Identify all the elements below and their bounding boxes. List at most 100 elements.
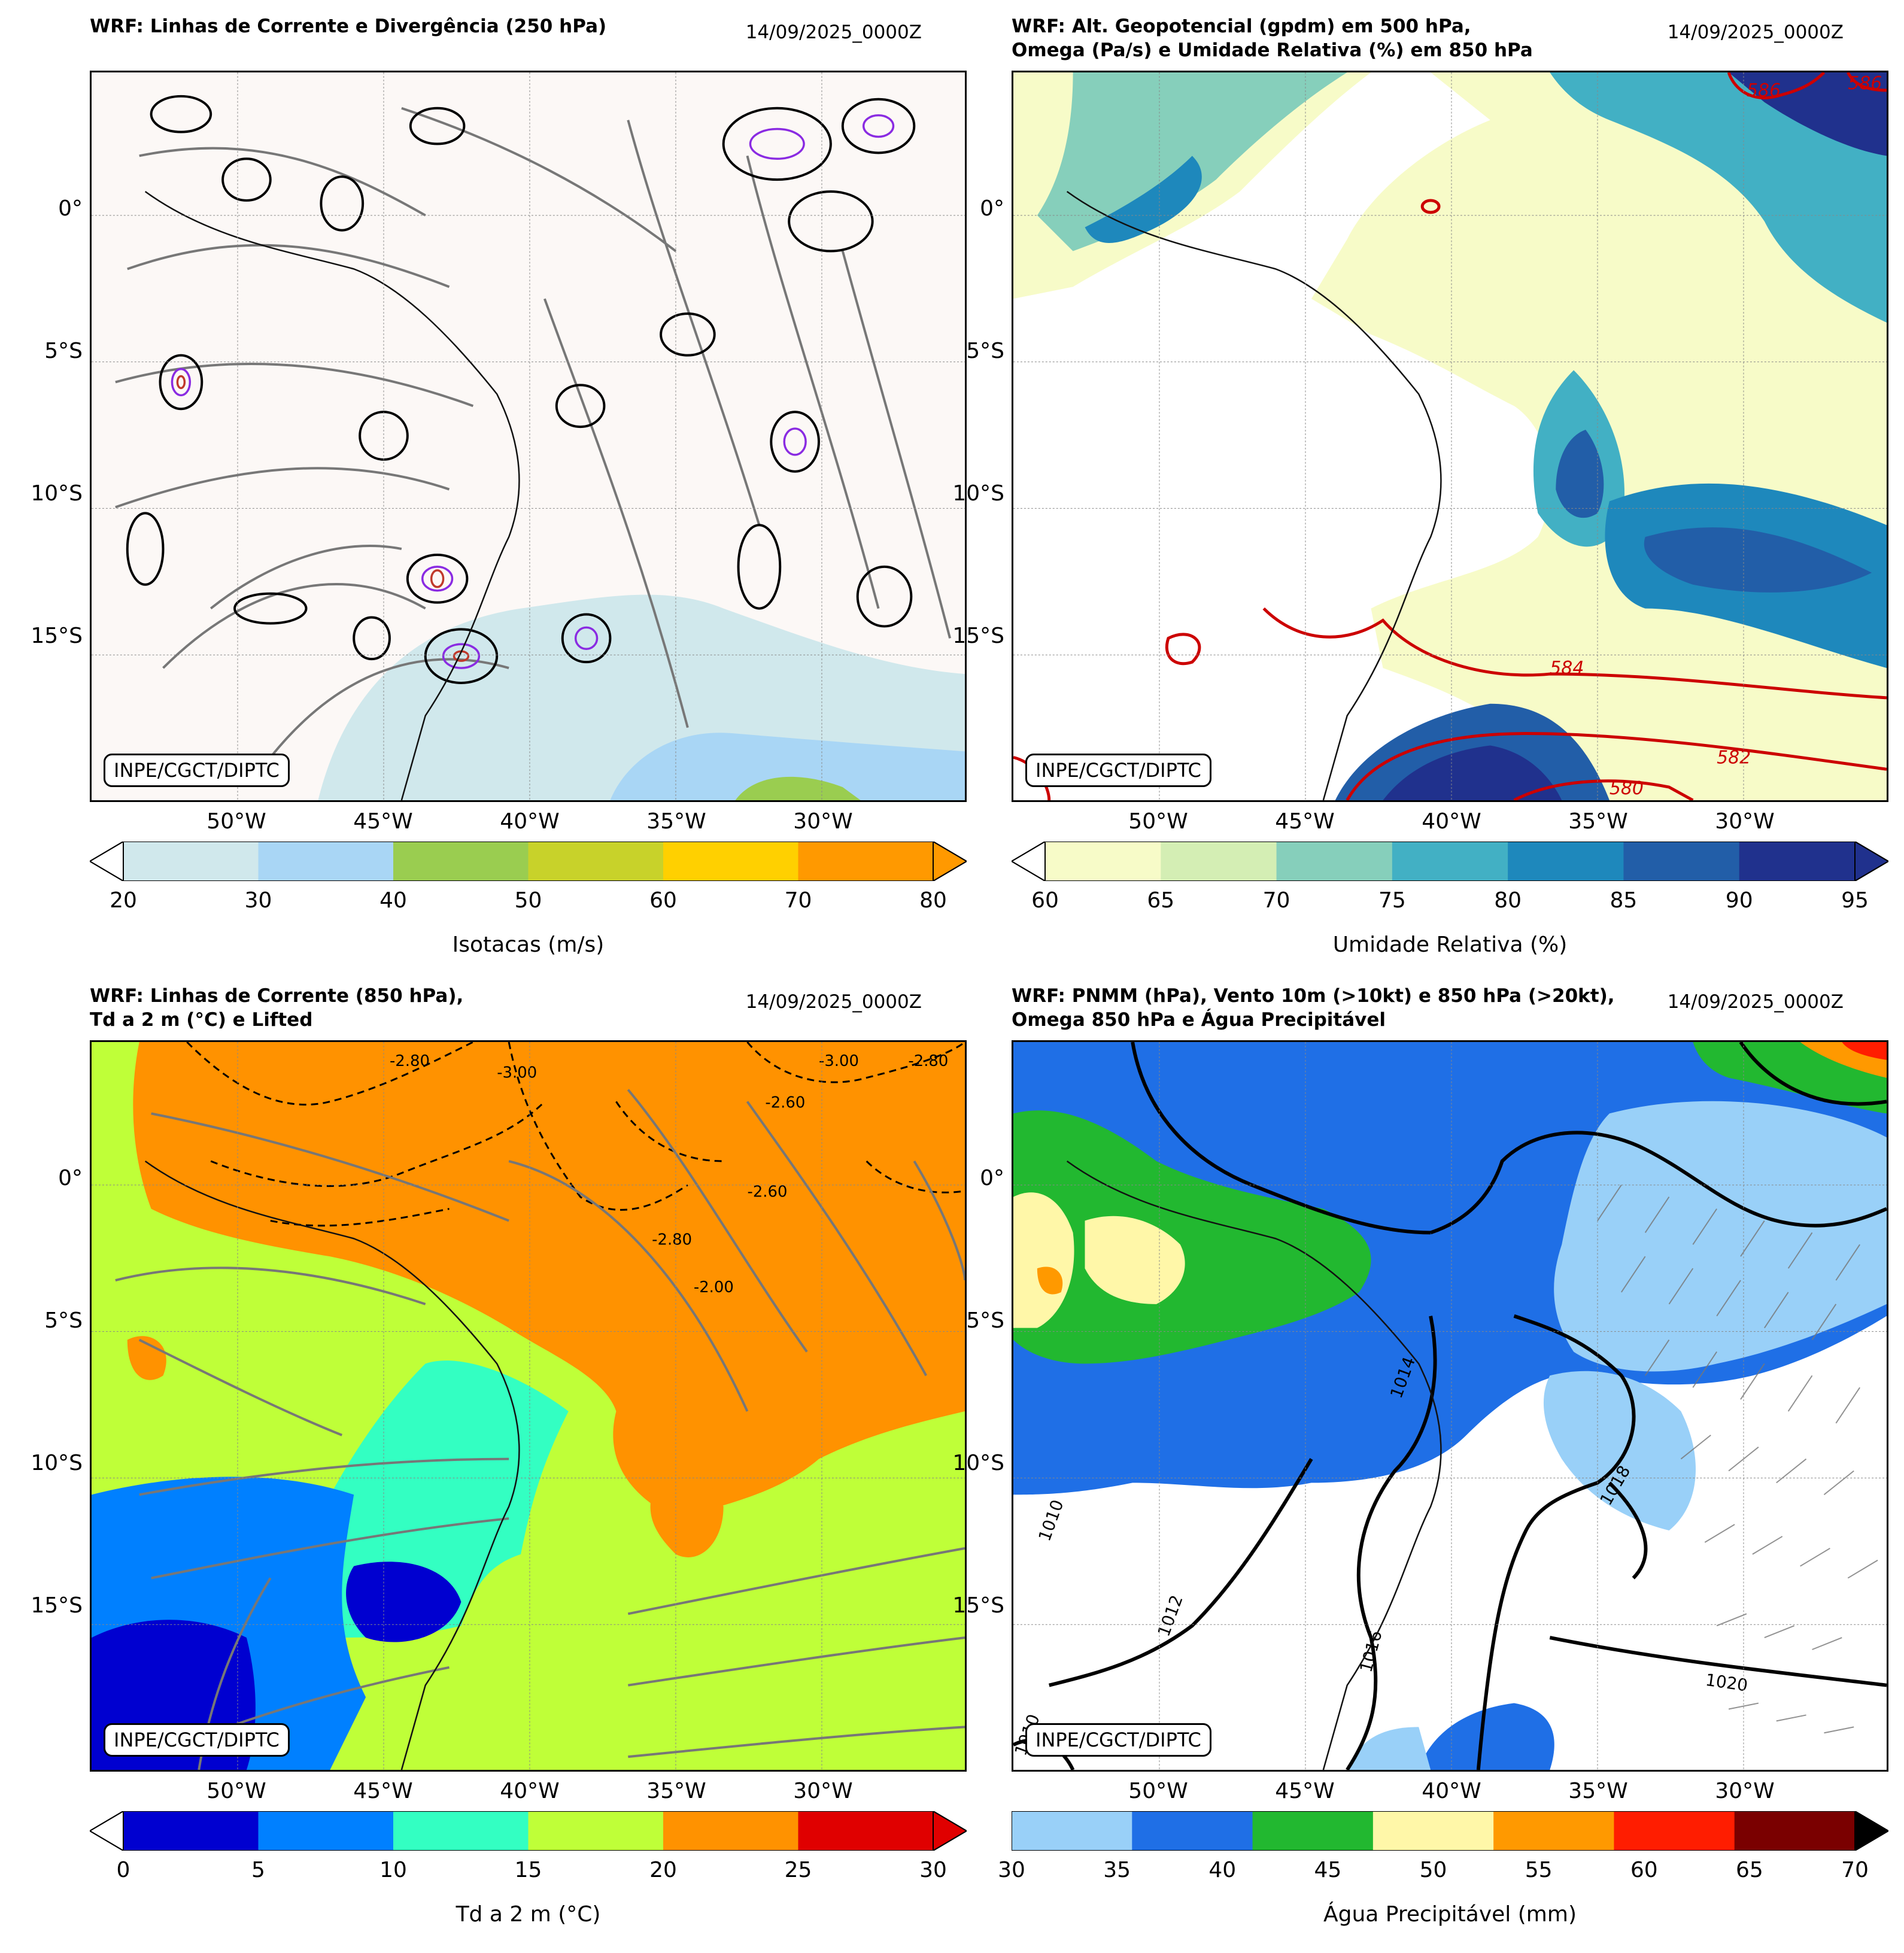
map-panel: -3.00 -2.80 -2.80 -3.00 -2.60 -2.80 -2.0…	[90, 1040, 967, 1772]
lon-label: 50°W	[1128, 1779, 1188, 1803]
colorbar-svg	[89, 840, 968, 882]
lon-label: 35°W	[646, 809, 706, 834]
panel-date: 14/09/2025_0000Z	[745, 22, 922, 43]
lat-label: 5°S	[966, 339, 1004, 363]
contour-label: -2.00	[694, 1278, 734, 1296]
colorbar-label: Isotacas (m/s)	[452, 933, 605, 957]
lon-label: 45°W	[353, 809, 413, 834]
colorbar-tick-label: 30	[919, 1858, 947, 1882]
colorbar-tick-label: 70	[1262, 888, 1290, 913]
colorbar-tick-label: 90	[1725, 888, 1753, 913]
panel-date: 14/09/2025_0000Z	[745, 991, 922, 1013]
colorbar-tick-label: 45	[1314, 1858, 1342, 1882]
lat-label: 0°	[980, 196, 1004, 221]
panel-streamlines-250hpa: WRF: Linhas de Corrente e Divergência (2…	[0, 0, 968, 958]
colorbar-tick-label: 30	[998, 1858, 1025, 1882]
colorbar-tick-label: 0	[116, 1858, 130, 1882]
lat-label: 5°S	[44, 339, 83, 363]
colorbar-segment	[123, 1811, 259, 1851]
colorbar-tick-label: 15	[514, 1858, 542, 1882]
colorbar-extend-max	[1854, 840, 1890, 882]
colorbar-tick-label: 50	[514, 888, 542, 913]
lat-label: 5°S	[44, 1308, 83, 1333]
colorbar-segment	[1508, 842, 1624, 881]
contour-label: -2.80	[908, 1052, 948, 1070]
colorbar	[89, 840, 968, 882]
lon-label: 40°W	[1422, 809, 1481, 834]
lon-label: 40°W	[500, 809, 560, 834]
colorbar-tick-label: 30	[244, 888, 272, 913]
lon-label: 35°W	[1568, 1779, 1628, 1803]
colorbar-segment	[528, 842, 664, 881]
lon-label: 45°W	[1275, 809, 1335, 834]
contour-label: 586	[1848, 73, 1882, 94]
contour-label: 582	[1717, 747, 1751, 768]
colorbar-tick-label: 95	[1841, 888, 1869, 913]
panel-date: 14/09/2025_0000Z	[1667, 991, 1844, 1013]
colorbar	[1011, 1810, 1890, 1852]
lon-label: 35°W	[1568, 809, 1628, 834]
colorbar-tick-label: 5	[251, 1858, 265, 1882]
colorbar-tick-label: 50	[1419, 1858, 1447, 1882]
colorbar-tick-label: 20	[110, 888, 137, 913]
panel-pnmm-wind: WRF: PNMM (hPa), Vento 10m (>10kt) e 850…	[922, 970, 1890, 1927]
credit-label: INPE/CGCT/DIPTC	[104, 1723, 290, 1757]
colorbar-tick-label: 65	[1735, 1858, 1763, 1882]
contour-label: -3.00	[497, 1064, 537, 1082]
contour-label: 584	[1550, 658, 1584, 679]
lat-label: 10°S	[31, 481, 83, 506]
colorbar-tick-label: 80	[1494, 888, 1522, 913]
lat-label: 15°S	[952, 624, 1004, 648]
colorbar-extend-max	[1854, 1810, 1890, 1852]
lon-label: 50°W	[207, 1779, 266, 1803]
lat-label: 0°	[58, 1166, 83, 1190]
lon-label: 35°W	[646, 1779, 706, 1803]
panel-title: WRF: Linhas de Corrente e Divergência (2…	[90, 16, 607, 37]
colorbar-tick-label: 60	[1031, 888, 1059, 913]
lon-label: 30°W	[793, 1779, 853, 1803]
colorbar-segment	[1276, 842, 1393, 881]
colorbar-segment	[798, 1811, 934, 1851]
credit-label: INPE/CGCT/DIPTC	[1025, 754, 1211, 787]
colorbar-segment	[1623, 842, 1740, 881]
colorbar-segment	[1012, 1811, 1132, 1851]
colorbar-extend-min	[89, 840, 124, 882]
contour-label: -2.80	[652, 1231, 692, 1249]
colorbar-segment	[1372, 1811, 1494, 1851]
colorbar-tick-label: 55	[1525, 1858, 1553, 1882]
colorbar-segment	[1045, 842, 1161, 881]
contour-label: -2.80	[390, 1052, 430, 1070]
colorbar-label: Umidade Relativa (%)	[1332, 933, 1568, 957]
colorbar-segment	[393, 1811, 529, 1851]
colorbar-tick-label: 25	[784, 1858, 812, 1882]
lat-label: 0°	[58, 196, 83, 221]
colorbar-tick-label: 60	[649, 888, 677, 913]
lon-label: 50°W	[207, 809, 266, 834]
lon-label: 50°W	[1128, 809, 1188, 834]
colorbar-segment	[1493, 1811, 1614, 1851]
lon-label: 30°W	[1715, 809, 1775, 834]
colorbar-tick-label: 75	[1378, 888, 1406, 913]
contour-label: -2.60	[747, 1183, 787, 1201]
lon-label: 30°W	[793, 809, 853, 834]
colorbar-label: Água Precipitável (mm)	[1323, 1902, 1577, 1927]
credit-label: INPE/CGCT/DIPTC	[104, 754, 290, 787]
panel-date: 14/09/2025_0000Z	[1667, 22, 1844, 43]
map-panel: 586 586 584 582 580 INPE/CGCT/DIPTC	[1012, 71, 1888, 802]
map-canvas: 1014 1018 1010 1012 1016 1020 1010	[1013, 1042, 1887, 1770]
colorbar-segment	[1739, 842, 1856, 881]
lat-label: 10°S	[952, 481, 1004, 506]
lon-label: 30°W	[1715, 1779, 1775, 1803]
colorbar-segment	[663, 842, 798, 881]
contour-label: 580	[1610, 778, 1644, 799]
colorbar-outline	[1011, 1811, 1890, 1851]
lat-label: 15°S	[952, 1593, 1004, 1618]
colorbar-segment	[1614, 1811, 1735, 1851]
lat-label: 15°S	[31, 624, 83, 648]
colorbar-tick-label: 40	[379, 888, 407, 913]
colorbar-label: Td a 2 m (°C)	[455, 1902, 601, 1927]
panel-geopotential-500hpa: WRF: Alt. Geopotencial (gpdm) em 500 hPa…	[922, 0, 1890, 958]
colorbar-tick-label: 35	[1103, 1858, 1131, 1882]
colorbar-tick-label: 10	[379, 1858, 407, 1882]
colorbar-tick-label: 70	[784, 888, 812, 913]
